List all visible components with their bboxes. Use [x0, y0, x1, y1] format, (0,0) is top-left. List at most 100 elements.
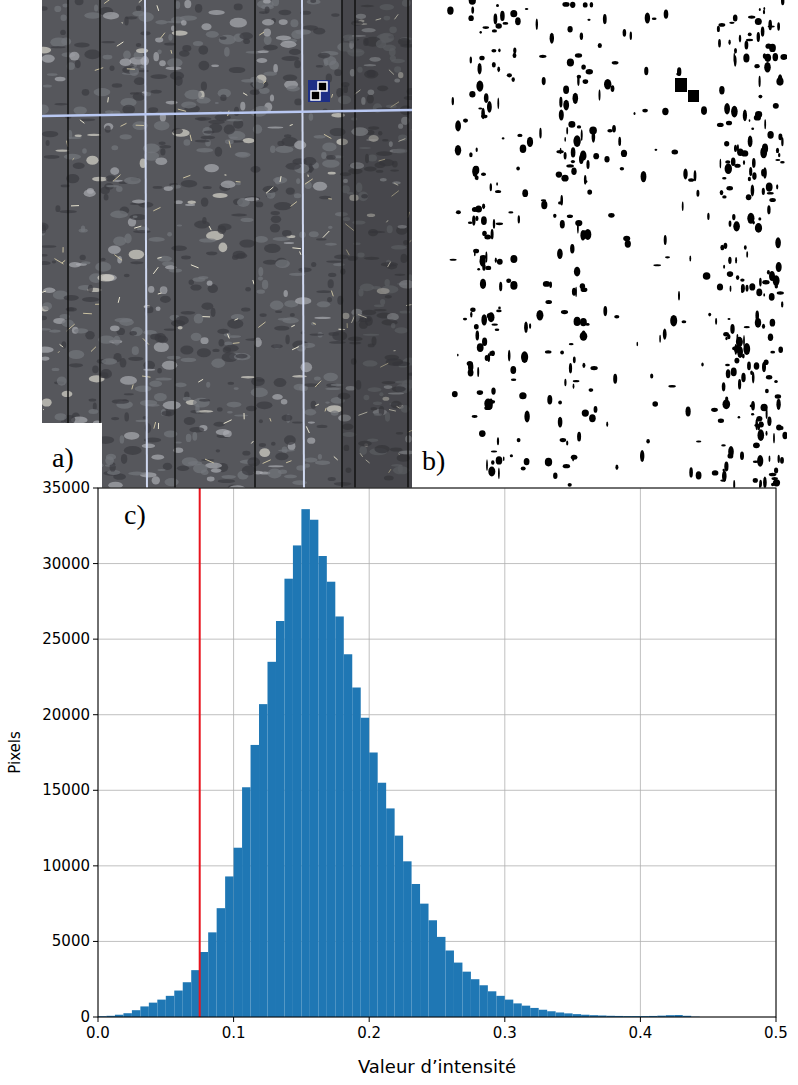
hist-bar	[522, 1006, 530, 1017]
soil-speck	[42, 131, 58, 137]
straw	[153, 207, 160, 211]
mask-speck	[751, 185, 755, 197]
mask-speck	[510, 10, 517, 17]
mask-speck	[558, 417, 563, 428]
soil-speck	[128, 472, 146, 476]
mask-speck	[765, 54, 772, 62]
soil-speck	[207, 477, 215, 482]
mask-speck	[717, 123, 724, 127]
soil-speck	[314, 135, 326, 138]
straw	[315, 381, 321, 387]
soil-speck	[244, 196, 260, 201]
straw	[83, 313, 92, 315]
straw	[258, 322, 265, 328]
mask-speck	[708, 313, 711, 317]
soil-speck	[319, 196, 331, 199]
soil-speck	[292, 422, 303, 424]
mask-speck	[778, 455, 780, 463]
mask-speck	[777, 22, 780, 30]
straw	[253, 280, 254, 284]
mask-speck	[745, 41, 749, 50]
soil-speck	[193, 41, 203, 46]
soil-speck	[176, 316, 189, 325]
mask-speck	[780, 54, 787, 60]
soil-speck	[86, 156, 98, 165]
mask-speck	[778, 134, 782, 141]
soil-speck	[275, 453, 288, 461]
straw	[306, 426, 309, 433]
mask-speck	[527, 137, 533, 147]
soil-speck	[301, 362, 313, 372]
mask-speck	[510, 366, 516, 374]
soil-speck	[219, 35, 236, 45]
mask-speck	[476, 330, 480, 340]
mask-speck	[549, 282, 552, 288]
soil-speck	[75, 0, 84, 5]
mask-speck	[621, 150, 627, 157]
panel-label: b)	[422, 445, 445, 476]
straw	[160, 33, 165, 39]
soil-speck	[42, 47, 51, 54]
soil-speck	[124, 446, 142, 455]
soil-speck	[184, 0, 191, 8]
mask-speck	[733, 221, 740, 231]
soil-speck	[324, 59, 328, 66]
mask-speck	[696, 471, 702, 479]
mask-speck	[731, 106, 738, 118]
soil-speck	[271, 442, 276, 446]
soil-speck	[120, 358, 127, 368]
mask-speck	[769, 473, 777, 477]
mask-speck	[737, 346, 743, 358]
soil-speck	[271, 211, 280, 215]
hist-bar	[276, 621, 284, 1017]
soil-speck	[163, 401, 181, 409]
soil-speck	[163, 463, 172, 470]
soil-speck	[101, 41, 116, 43]
mask-speck	[773, 275, 780, 285]
soil-speck	[309, 113, 314, 121]
soil-speck	[211, 308, 216, 317]
mask-speck	[776, 148, 779, 153]
mask-speck	[573, 384, 575, 389]
soil-speck	[164, 329, 176, 331]
straw	[291, 325, 295, 327]
mask-speck	[524, 458, 530, 465]
mask-speck	[503, 457, 505, 461]
mask-speck	[553, 473, 557, 479]
mask-speck	[739, 35, 741, 43]
soil-speck	[234, 353, 251, 360]
tick	[93, 790, 98, 791]
mask-speck	[510, 281, 517, 290]
hist-bar	[335, 616, 343, 1017]
tick	[93, 865, 98, 866]
straw	[209, 226, 211, 230]
soil-speck	[111, 145, 118, 150]
mask-speck	[614, 315, 619, 319]
soil-speck	[148, 107, 158, 113]
soil-speck	[294, 193, 302, 198]
hist-bar	[284, 579, 292, 1017]
soil-speck	[69, 363, 83, 367]
soil-speck	[195, 404, 199, 413]
soil-speck	[295, 29, 311, 34]
soil-speck	[172, 128, 183, 134]
soil-speck	[193, 277, 206, 282]
soil-speck	[243, 138, 255, 143]
straw	[117, 42, 124, 46]
mask-speck	[513, 53, 517, 58]
hist-bar	[429, 920, 437, 1017]
soil-speck	[308, 422, 315, 424]
mask-speck	[655, 149, 658, 151]
mask-speck	[766, 44, 772, 49]
mask-speck	[762, 280, 769, 284]
mask-speck	[776, 184, 778, 189]
soil-speck	[186, 434, 192, 442]
soil-speck	[194, 221, 210, 229]
soil-speck	[80, 255, 86, 260]
mask-speck	[637, 342, 639, 347]
soil-speck	[227, 319, 243, 329]
mask-speck	[712, 470, 719, 475]
soil-speck	[132, 346, 139, 355]
mask-speck	[738, 416, 741, 418]
mask-speck	[568, 483, 572, 487]
